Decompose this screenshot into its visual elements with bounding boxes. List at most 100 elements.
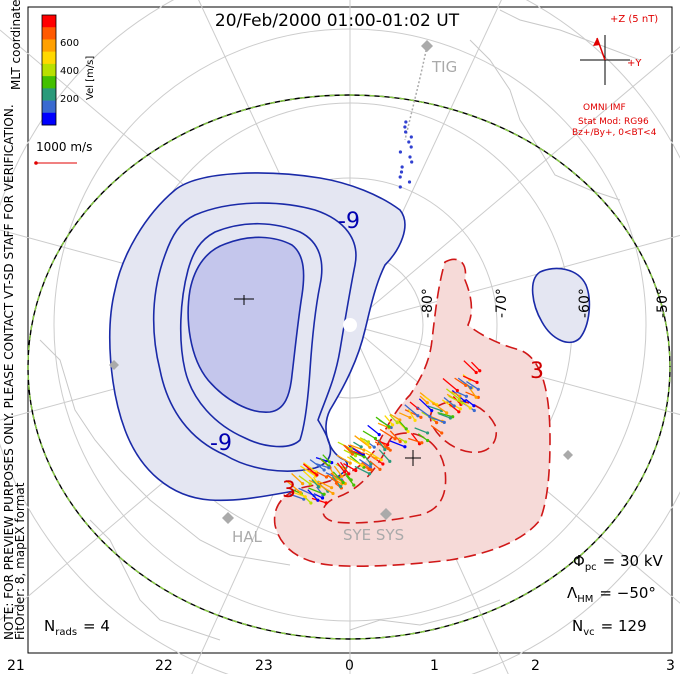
imf-dial (580, 35, 630, 85)
velocity-vector (378, 449, 391, 462)
velocity-vector-origin (404, 130, 408, 134)
velocity-vector (343, 444, 354, 455)
velocity-vector-origin (360, 463, 364, 467)
velocity-vector-origin (455, 388, 459, 393)
velocity-vector (389, 440, 406, 448)
velocity-vector (345, 475, 355, 486)
velocity-vector-origin (398, 439, 402, 444)
velocity-vector-origin (452, 404, 456, 408)
velocity-vector (443, 396, 455, 407)
station-hal-marker (222, 512, 234, 524)
negative-contour-2 (152, 202, 357, 472)
velocity-vector (418, 398, 433, 412)
velocity-vector (398, 420, 407, 430)
velocity-vector-origin (476, 387, 480, 391)
colorbar-segment (42, 100, 56, 114)
colorbar-segment (42, 51, 56, 65)
colorbar-segment (42, 112, 56, 126)
velocity-vector-origin (390, 423, 395, 427)
negative-cell-core (188, 237, 304, 413)
velocity-vector-origin (403, 445, 407, 449)
velocity-vector-origin (398, 175, 402, 179)
velocity-vector (448, 403, 460, 413)
coastline-north (469, 39, 621, 201)
velocity-vector (349, 444, 365, 451)
lat-label-70: -70° (494, 288, 510, 318)
spoke-04 (349, 234, 680, 326)
velocity-vector-origin (468, 406, 472, 410)
velocity-vector-origin (387, 425, 391, 429)
colorbar-tick-400: 400 (60, 66, 79, 77)
coastline-south (349, 599, 501, 631)
velocity-vector-origin (393, 437, 397, 441)
coastline-west (39, 339, 291, 566)
velocity-vector-origin (400, 165, 404, 169)
station-sye-marker (380, 508, 392, 520)
preview-note: NOTE: FOR PREVIEW PURPOSES ONLY. PLEASE … (2, 104, 16, 640)
positive-contour-1 (273, 258, 551, 567)
stat-phi-pc: Φpc = 30 kV (573, 552, 664, 573)
colorbar-segment (42, 88, 56, 101)
velocity-vector-origin (379, 458, 383, 462)
imf-source: OMNI IMF (583, 103, 626, 113)
velocity-vector (398, 412, 411, 419)
velocity-vector-origin (315, 473, 319, 477)
velocity-vector-origin (362, 448, 366, 452)
velocity-vector-origin (388, 448, 392, 452)
velocity-vector (317, 480, 332, 489)
velocity-vector-origin (469, 386, 473, 390)
velocity-vector-origin (298, 490, 302, 495)
velocity-vector (419, 395, 428, 404)
velocity-vector-origin (406, 429, 410, 434)
velocity-vector-origin (338, 484, 343, 489)
velocity-vector-origin (464, 383, 468, 388)
velocity-vector-origin (354, 468, 358, 473)
colorbar-segment (42, 63, 56, 77)
velocity-vector-origin (430, 408, 434, 413)
velocity-vector (333, 465, 343, 477)
velocity-vector (384, 415, 394, 426)
velocity-vector-origin (308, 482, 312, 486)
velocity-vector (465, 398, 475, 407)
velocity-vector (455, 391, 467, 397)
velocity-vector-origin (359, 445, 363, 449)
negative-contour-small (531, 267, 591, 344)
colorbar-tick-200: 200 (60, 94, 79, 105)
velocity-vector-origin (472, 408, 476, 413)
velocity-vector-origin (474, 395, 478, 399)
magnetic-pole (343, 318, 357, 332)
velocity-vector (309, 459, 325, 471)
station-label-tig: TIG (431, 58, 457, 76)
velocity-vector (379, 428, 396, 440)
velocity-vector (303, 462, 317, 473)
lat-label-60: -60° (577, 288, 593, 318)
velocity-vector-origin (383, 447, 387, 452)
station-label-sye: SYE SYS (343, 526, 404, 544)
velocity-vector (343, 463, 357, 472)
contour-label-pos-2: 3 (282, 478, 296, 503)
velocity-vector-origin (442, 420, 446, 424)
velocity-vector-origin (399, 170, 404, 174)
velocity-vector (389, 414, 398, 424)
velocity-vector-origin (409, 145, 413, 149)
velocity-vector-origin (354, 454, 358, 458)
velocity-vector-origin (373, 436, 378, 441)
velocity-vector-origin (440, 431, 444, 435)
velocity-vector (315, 463, 330, 469)
stat-model-line2: Bz+/By+, 0<BT<4 (572, 128, 657, 138)
velocity-vector (303, 463, 318, 476)
velocity-colorbar (41, 14, 57, 126)
velocity-vector-origin (381, 462, 385, 466)
colorbar-segment (42, 15, 56, 28)
velocity-vector-origin (369, 462, 373, 466)
mlt-label-1: 1 (430, 658, 439, 674)
mlt-label-0: 0 (345, 658, 354, 674)
velocity-vector-origin (413, 418, 417, 423)
colorbar-frame (41, 14, 57, 126)
velocity-vector (427, 405, 442, 412)
station-label-hal: HAL (232, 528, 263, 546)
velocity-vector-origin (367, 467, 371, 472)
velocity-vector (454, 377, 467, 386)
velocity-vector (346, 456, 363, 466)
velocity-vector (389, 413, 401, 421)
